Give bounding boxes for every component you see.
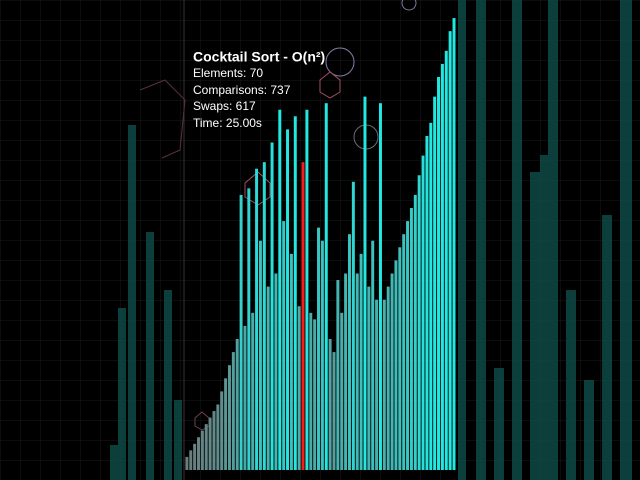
- bar: [270, 142, 274, 470]
- bar: [344, 273, 348, 470]
- bar: [297, 306, 301, 470]
- bar: [251, 312, 255, 470]
- bar: [367, 286, 371, 470]
- bar: [274, 273, 278, 470]
- bar: [444, 50, 448, 471]
- bar: [409, 208, 413, 470]
- bar: [433, 96, 437, 471]
- side-reflection: [110, 0, 632, 480]
- bar: [239, 194, 243, 470]
- bar: [317, 227, 320, 470]
- bar: [208, 417, 212, 470]
- bar: [452, 18, 456, 471]
- bar: [340, 312, 344, 470]
- bar: [440, 63, 444, 471]
- bar: [348, 234, 351, 470]
- info-line: Time: 25.00s: [193, 116, 262, 130]
- bar: [324, 103, 328, 470]
- bar: [448, 31, 452, 471]
- bar: [394, 260, 398, 470]
- bar: [336, 280, 340, 470]
- bar: [235, 339, 239, 470]
- bar: [200, 430, 204, 470]
- bar: [293, 116, 297, 471]
- bar: [212, 411, 216, 470]
- bar: [282, 221, 286, 470]
- bar: [227, 365, 231, 470]
- info-line: Comparisons: 737: [193, 83, 291, 97]
- bar: [289, 253, 293, 470]
- bar: [278, 109, 282, 470]
- bar: [437, 77, 441, 470]
- bar: [375, 299, 379, 470]
- info-line: Swaps: 617: [193, 99, 256, 113]
- bar: [378, 103, 382, 470]
- bar: [185, 456, 189, 470]
- bar: [332, 352, 336, 470]
- bar: [309, 312, 313, 470]
- info-line: Elements: 70: [193, 66, 263, 80]
- bar: [363, 96, 367, 471]
- title: Cocktail Sort - O(n²): [193, 49, 325, 65]
- bar: [255, 168, 259, 470]
- bar: [320, 240, 324, 470]
- bars: [185, 18, 456, 471]
- bar: [220, 391, 224, 470]
- bar: [258, 240, 262, 470]
- bar: [301, 162, 305, 470]
- bar: [355, 273, 359, 470]
- bar: [243, 325, 247, 470]
- bar: [266, 286, 270, 470]
- bar: [417, 175, 421, 470]
- bar: [328, 339, 332, 470]
- bar: [382, 299, 386, 470]
- bar: [413, 194, 417, 470]
- bar: [429, 122, 433, 470]
- bar: [224, 378, 228, 470]
- bar: [231, 352, 235, 470]
- bar: [425, 135, 429, 470]
- bar: [189, 450, 193, 470]
- info-panel: Cocktail Sort - O(n²) Elements: 70 Compa…: [193, 49, 325, 130]
- bar: [305, 109, 309, 470]
- bar: [216, 404, 220, 470]
- bar: [406, 221, 410, 470]
- bar: [313, 319, 317, 470]
- bar: [386, 286, 390, 470]
- bar: [421, 155, 425, 470]
- bar: [359, 253, 363, 470]
- bar: [204, 424, 208, 470]
- bar: [262, 162, 266, 470]
- bar: [193, 443, 197, 470]
- bar: [351, 181, 355, 471]
- bar: [390, 273, 394, 470]
- bar: [247, 188, 251, 470]
- bar: [286, 129, 290, 470]
- bar: [371, 240, 375, 470]
- bar: [398, 247, 402, 470]
- bar: [402, 234, 406, 470]
- bar: [197, 437, 200, 470]
